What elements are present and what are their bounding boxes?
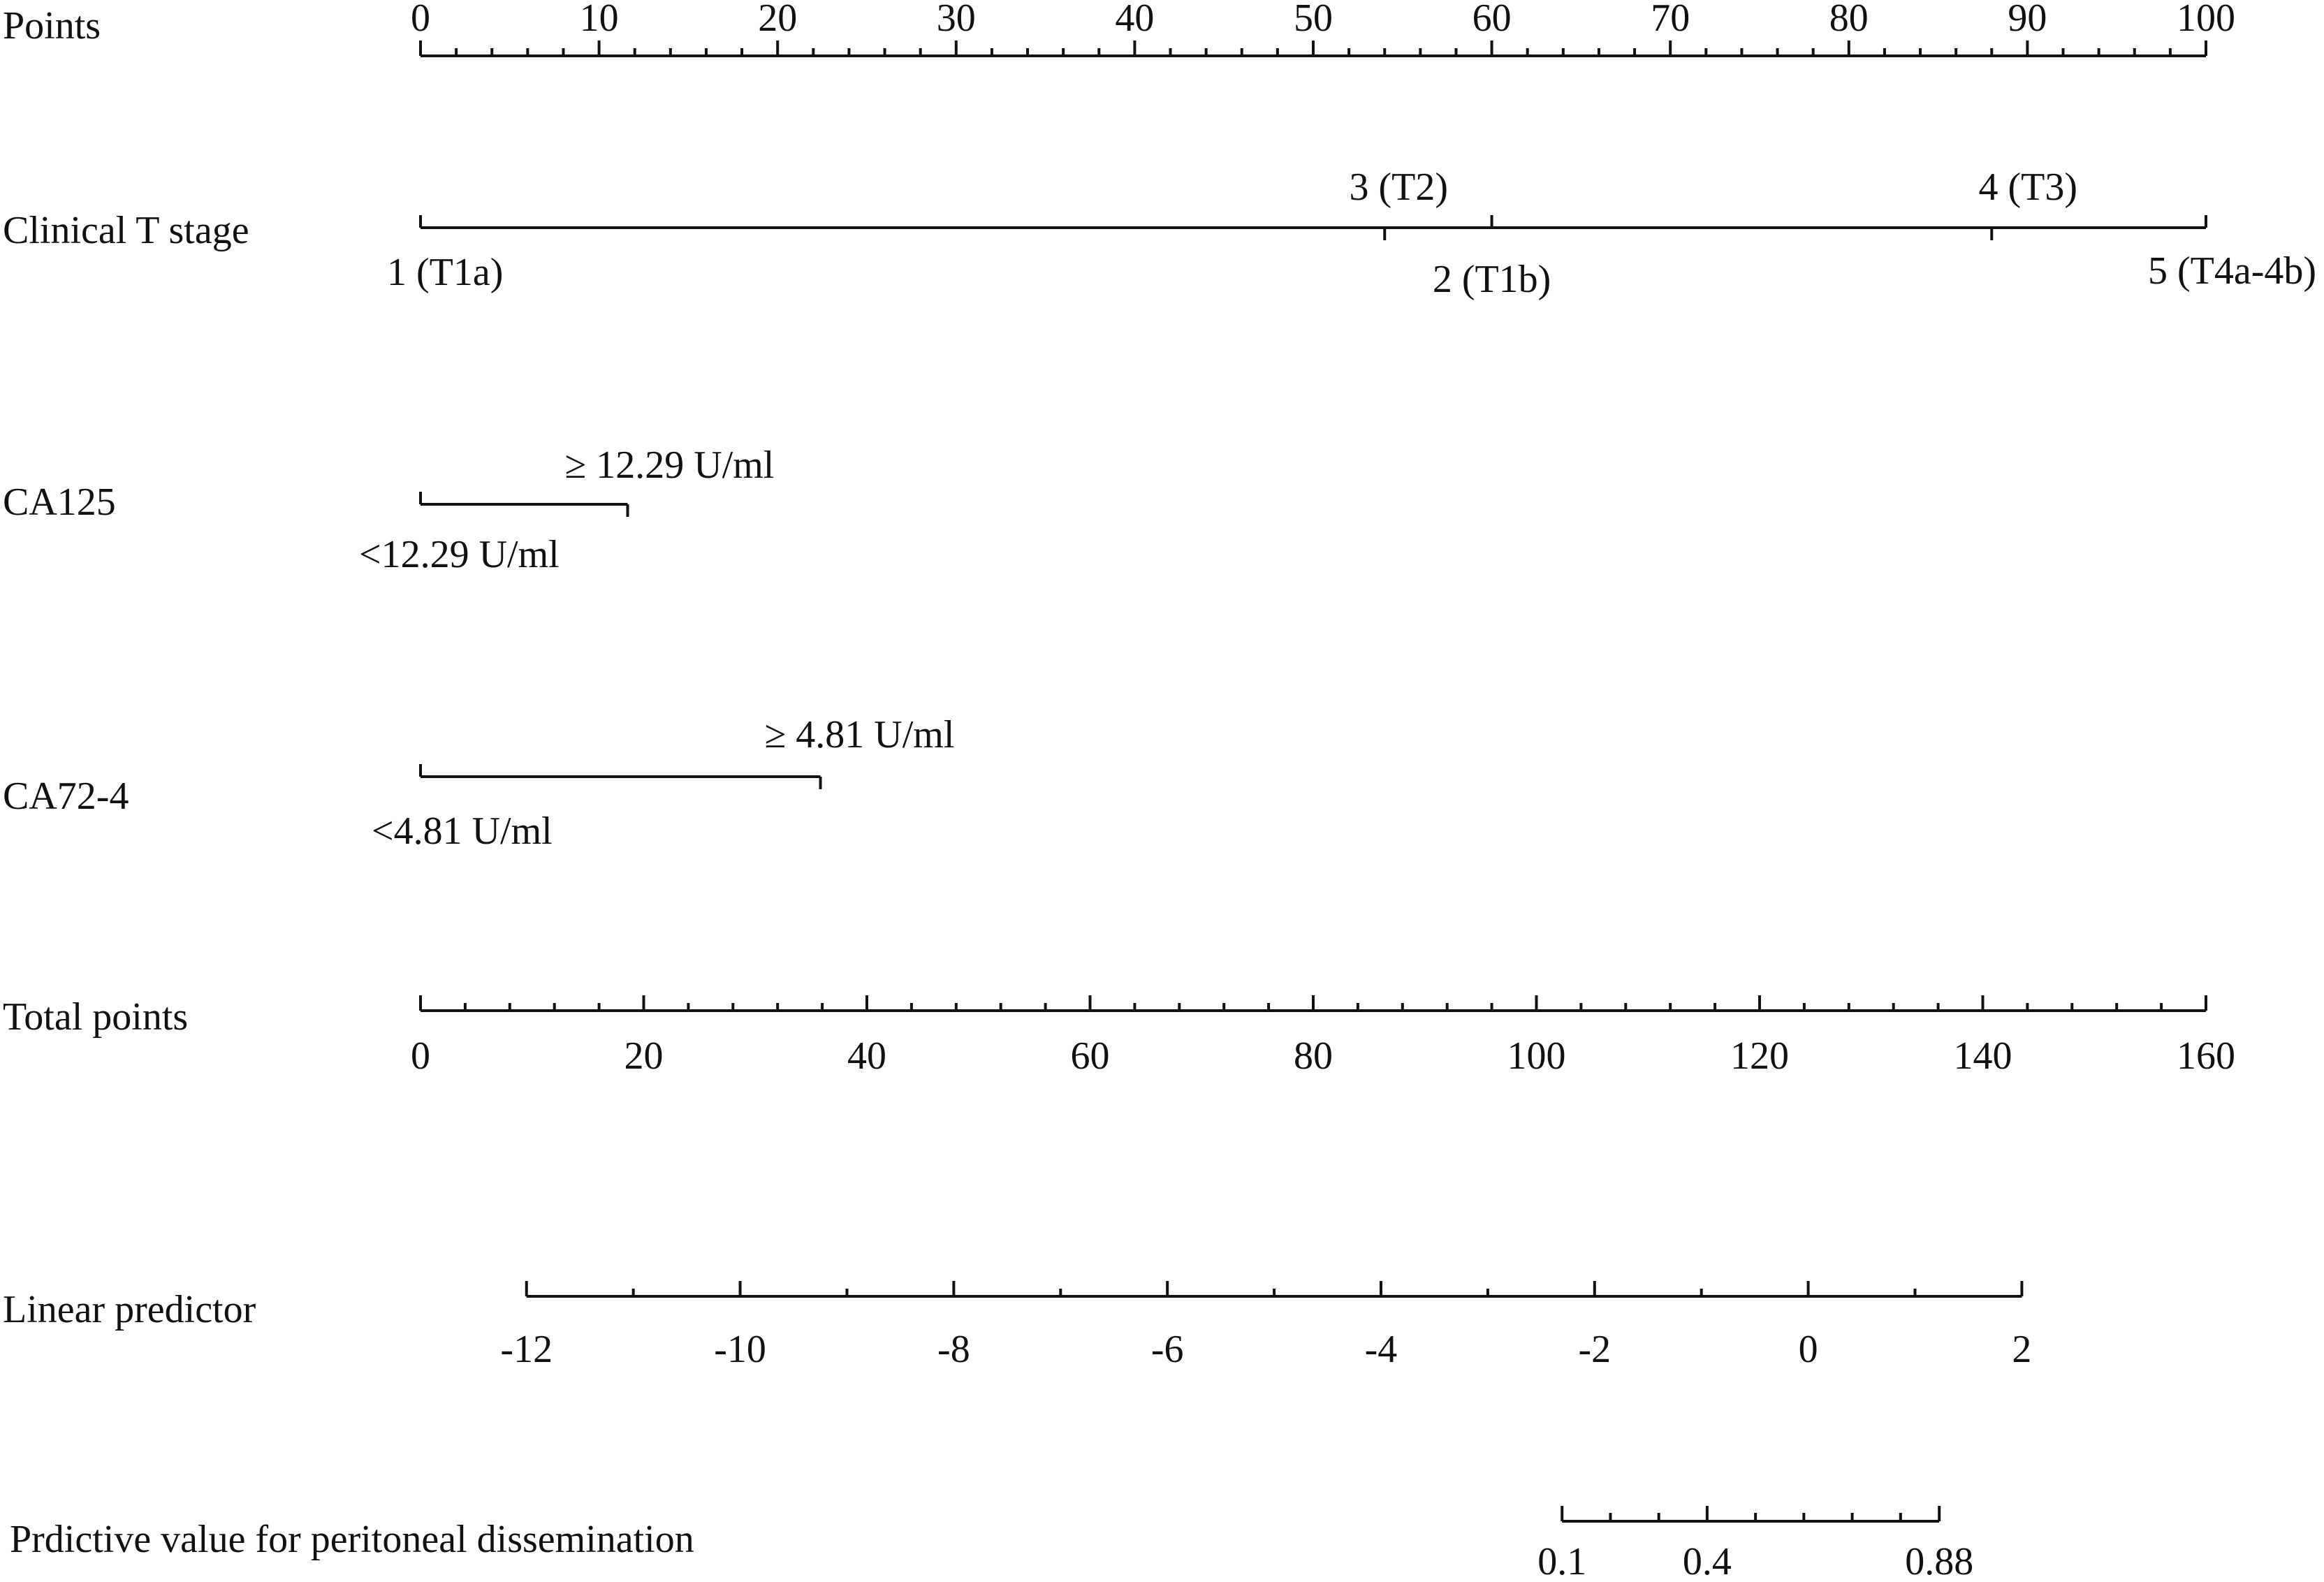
linear-predictor-tick-label: -10	[714, 1328, 766, 1371]
points-tick-label: 50	[1294, 0, 1333, 40]
points-tick-label: 10	[580, 0, 619, 40]
predictive-value-label: Prdictive value for peritoneal dissemina…	[10, 1518, 694, 1561]
clinical-t-stage-level-label: 1 (T1a)	[387, 251, 503, 294]
clinical-t-stage-level-label: 5 (T4a-4b)	[2148, 249, 2316, 293]
points-tick-label: 70	[1651, 0, 1690, 40]
linear-predictor-tick-label: -2	[1578, 1328, 1611, 1371]
points-label: Points	[3, 4, 101, 47]
total-points-tick-label: 140	[1954, 1034, 2012, 1078]
ca72-4-label: CA72-4	[3, 775, 129, 818]
total-points-tick-label: 160	[2177, 1034, 2235, 1078]
total-points-tick-label: 20	[624, 1034, 664, 1078]
total-points-label: Total points	[3, 995, 188, 1039]
ca125-level-label: <12.29 U/ml	[359, 533, 560, 576]
linear-predictor-label: Linear predictor	[3, 1288, 256, 1331]
ca72-4-level-label: ≥ 4.81 U/ml	[765, 713, 955, 756]
linear-predictor-tick-label: 2	[2012, 1328, 2031, 1371]
total-points-tick-label: 40	[847, 1034, 886, 1078]
points-tick-label: 0	[411, 0, 430, 40]
total-points-tick-label: 0	[411, 1034, 430, 1078]
linear-predictor-tick-label: -6	[1151, 1328, 1184, 1371]
total-points-tick-label: 80	[1294, 1034, 1333, 1078]
clinical-t-stage-label: Clinical T stage	[3, 209, 249, 252]
points-tick-label: 60	[1472, 0, 1512, 40]
ca72-4-level-label: <4.81 U/ml	[372, 810, 553, 853]
points-tick-label: 40	[1115, 0, 1154, 40]
ca125-label: CA125	[3, 481, 116, 524]
predictive-value-tick-label: 0.88	[1905, 1540, 1973, 1582]
points-tick-label: 100	[2177, 0, 2235, 40]
points-tick-label: 30	[937, 0, 976, 40]
linear-predictor-tick-label: 0	[1799, 1328, 1818, 1371]
total-points-tick-label: 100	[1507, 1034, 1566, 1078]
total-points-tick-label: 60	[1071, 1034, 1110, 1078]
linear-predictor-tick-label: -8	[937, 1328, 970, 1371]
points-tick-label: 80	[1829, 0, 1869, 40]
predictive-value-tick-label: 0.4	[1683, 1540, 1732, 1582]
total-points-tick-label: 120	[1730, 1034, 1789, 1078]
ca125-level-label: ≥ 12.29 U/ml	[564, 444, 774, 487]
clinical-t-stage-level-label: 4 (T3)	[1979, 166, 2078, 209]
linear-predictor-tick-label: -4	[1365, 1328, 1398, 1371]
clinical-t-stage-level-label: 3 (T2)	[1349, 166, 1448, 209]
predictive-value-tick-label: 0.1	[1537, 1540, 1586, 1582]
clinical-t-stage-level-label: 2 (T1b)	[1433, 258, 1551, 301]
points-tick-label: 20	[758, 0, 797, 40]
points-tick-label: 90	[2008, 0, 2047, 40]
linear-predictor-tick-label: -12	[500, 1328, 553, 1371]
